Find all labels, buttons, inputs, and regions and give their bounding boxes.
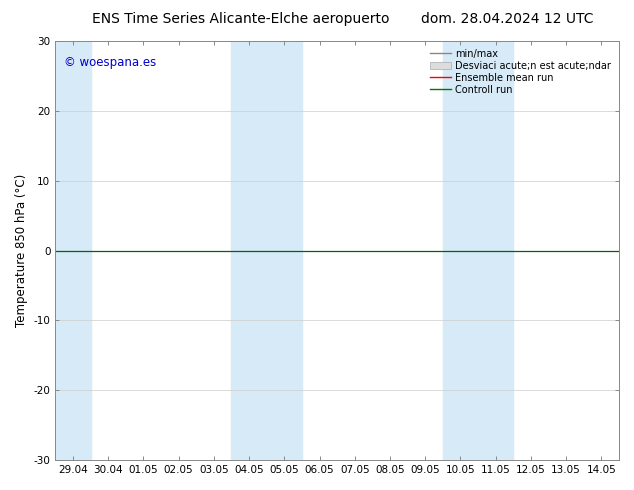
Y-axis label: Temperature 850 hPa (°C): Temperature 850 hPa (°C) — [15, 174, 28, 327]
Legend: min/max, Desviaci acute;n est acute;ndar, Ensemble mean run, Controll run: min/max, Desviaci acute;n est acute;ndar… — [427, 46, 614, 98]
Bar — [478, 41, 514, 460]
Text: ENS Time Series Alicante-Elche aeropuerto: ENS Time Series Alicante-Elche aeropuert… — [92, 12, 390, 26]
Text: © woespana.es: © woespana.es — [64, 56, 156, 69]
Bar — [267, 41, 302, 460]
Bar — [55, 41, 91, 460]
Bar — [443, 41, 478, 460]
Text: dom. 28.04.2024 12 UTC: dom. 28.04.2024 12 UTC — [421, 12, 593, 26]
Bar — [231, 41, 267, 460]
